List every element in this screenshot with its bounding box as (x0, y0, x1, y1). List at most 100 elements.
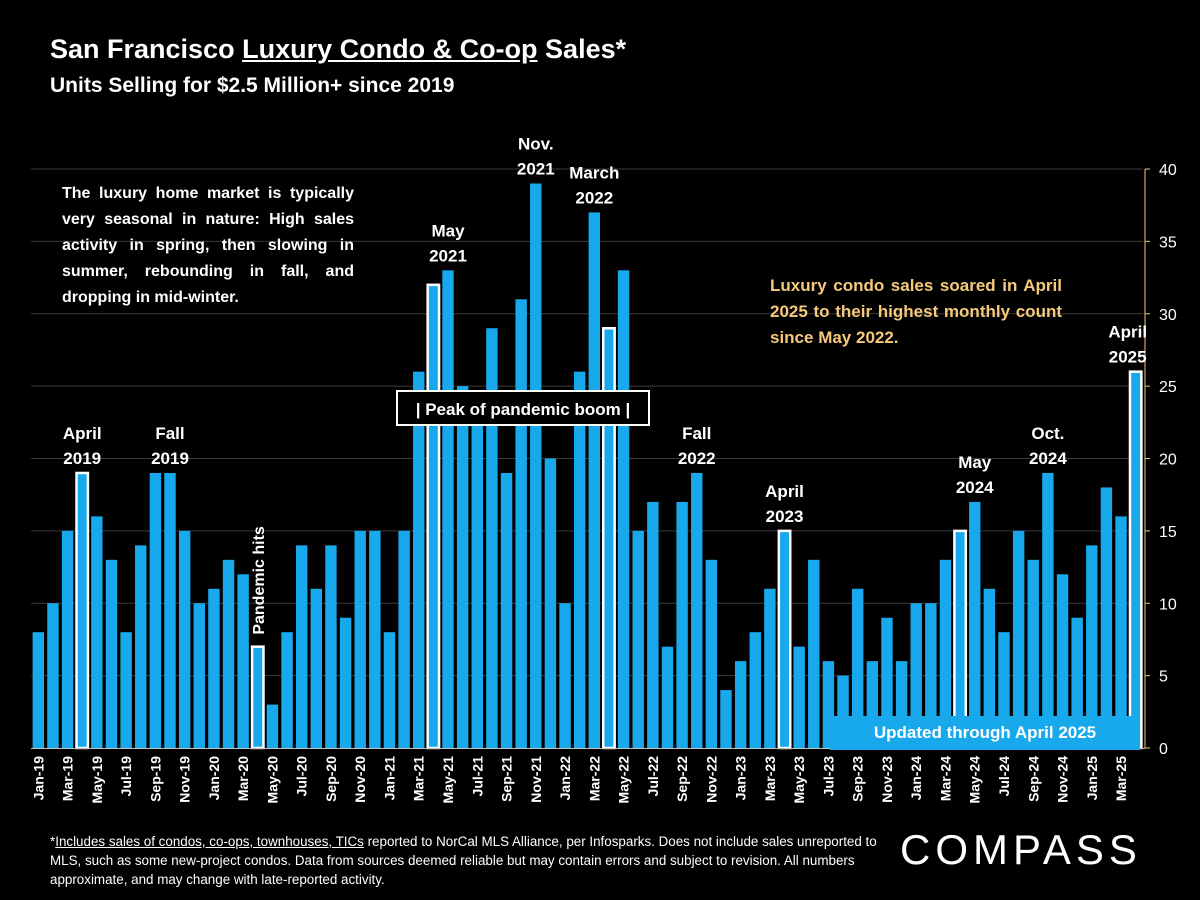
bar (617, 270, 630, 748)
bar (544, 458, 557, 748)
x-tick-label: Jan-25 (1084, 756, 1100, 801)
bar (969, 501, 981, 748)
peak-pandemic-label: | Peak of pandemic boom | (396, 390, 650, 426)
bar (325, 545, 337, 748)
bar-annotation: March 2022 (569, 163, 619, 207)
bar (105, 559, 118, 748)
bar (149, 472, 162, 748)
x-tick-label: Mar-25 (1113, 756, 1129, 801)
bar (691, 472, 703, 748)
chart-title: San Francisco Luxury Condo & Co-op Sales… (50, 34, 626, 65)
x-tick-label: Jan-23 (733, 756, 749, 801)
bar (120, 632, 132, 748)
annotation-line: March (569, 163, 619, 182)
annotation-line: 2024 (1029, 449, 1067, 468)
y-tick-label: 35 (1159, 234, 1177, 251)
chart-subtitle: Units Selling for $2.5 Million+ since 20… (50, 74, 455, 97)
bar (808, 559, 820, 748)
annotation-line: 2019 (151, 449, 189, 468)
x-tick-label: Nov-21 (528, 756, 544, 803)
bar (851, 588, 864, 748)
x-tick-label: Jan-24 (908, 756, 924, 801)
bar (705, 559, 718, 748)
bar-annotation: Fall 2022 (678, 424, 716, 468)
bar (500, 472, 513, 748)
footnote-underlined: Includes sales of condos, co-ops, townho… (55, 834, 364, 849)
x-tick-label: Mar-20 (235, 756, 251, 801)
bar (1115, 516, 1127, 748)
bar-annotation: Nov. 2021 (517, 134, 555, 178)
annotation-line: 2022 (575, 188, 613, 207)
bar (793, 646, 805, 748)
y-tick-label: 5 (1159, 669, 1168, 686)
bar (749, 632, 761, 748)
x-tick-label: Jul-22 (645, 756, 661, 797)
x-tick-label: Jul-23 (820, 756, 836, 797)
annotation-line: Fall (682, 424, 711, 443)
y-tick-label: 30 (1159, 307, 1177, 324)
annotation-line: April (765, 482, 804, 501)
y-tick-label: 0 (1159, 741, 1168, 758)
x-tick-label: Jan-21 (381, 756, 397, 801)
bar-annotation: Fall 2019 (151, 424, 189, 468)
x-tick-label: Mar-24 (937, 756, 953, 801)
x-tick-label: Jul-24 (996, 756, 1012, 797)
bar (1086, 545, 1098, 748)
bar (998, 632, 1010, 748)
bar (1027, 559, 1039, 748)
bar (61, 530, 74, 749)
bar (573, 371, 586, 748)
bar (676, 501, 688, 748)
bar (222, 559, 235, 748)
highlight-note: Luxury condo sales soared in April 2025 … (770, 276, 1062, 347)
x-tick-label: May-20 (264, 756, 280, 804)
bar (339, 617, 352, 748)
y-tick-label: 25 (1159, 379, 1177, 396)
bar (939, 559, 952, 748)
x-tick-label: Jul-20 (294, 756, 310, 797)
y-tick-label: 15 (1159, 524, 1177, 541)
bar (237, 574, 249, 748)
bar (266, 704, 279, 748)
bar (588, 212, 601, 749)
bar (632, 530, 644, 749)
annotation-line: 2022 (678, 449, 716, 468)
bar (559, 603, 571, 748)
y-axis: 0 5 10 15 20 25 30 35 40 (1144, 162, 1177, 758)
annotation-line: 2024 (956, 478, 994, 497)
annotation-line: 2021 (517, 159, 555, 178)
bar (295, 545, 308, 748)
bar (895, 661, 908, 748)
bar (1056, 574, 1069, 748)
annotation-line: Fall (155, 424, 184, 443)
x-tick-label: Nov-19 (177, 756, 193, 803)
bar (383, 632, 396, 748)
x-tick-label: Sep-24 (1025, 756, 1041, 802)
y-tick-label: 10 (1159, 596, 1177, 613)
bar (281, 632, 293, 748)
bar-annotation: April 2019 (63, 424, 102, 468)
x-tick-label: Nov-24 (1055, 756, 1071, 803)
x-tick-label: May-19 (89, 756, 105, 804)
x-tick-label: Sep-22 (674, 756, 690, 802)
x-tick-label: Mar-23 (762, 756, 778, 801)
annotation-line: Nov. (518, 134, 554, 153)
bar (135, 545, 147, 748)
bar (398, 530, 410, 749)
updated-through-badge: Updated through April 2025 (830, 716, 1140, 750)
bar-annotation: May 2021 (429, 221, 467, 265)
x-tick-label: Mar-19 (60, 756, 76, 801)
annotation-line: May (431, 221, 465, 240)
x-tick-label: Jul-21 (469, 756, 485, 797)
x-tick-label: Nov-20 (352, 756, 368, 803)
highlighted-bar (426, 283, 441, 750)
bar-annotation: May 2024 (956, 453, 994, 497)
bar (1071, 617, 1083, 748)
bar-annotation: April 2025 (1108, 323, 1147, 367)
x-tick-label: Jan-22 (557, 756, 573, 801)
y-tick-label: 40 (1159, 162, 1177, 179)
bar (354, 530, 366, 749)
seasonality-note: The luxury home market is typically very… (62, 185, 354, 306)
highlighted-bar (1128, 370, 1143, 750)
